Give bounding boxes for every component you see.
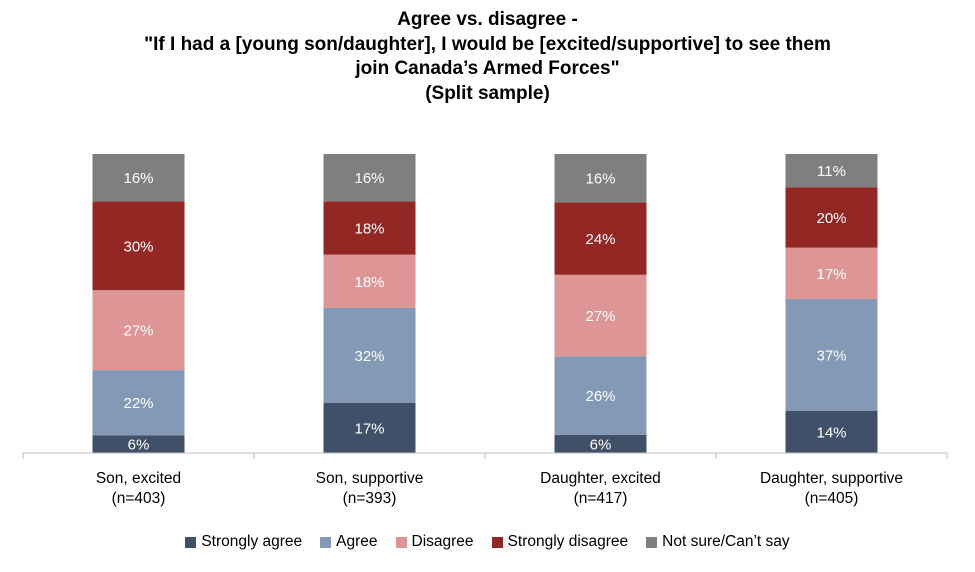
data-label-son-supportive-strongly-agree: 17% — [354, 420, 384, 437]
bar-son-excited-strongly-disagree — [92, 201, 185, 291]
data-label-daughter-excited-strongly-agree: 6% — [590, 436, 612, 453]
data-label-son-supportive-strongly-disagree: 18% — [354, 221, 384, 238]
bar-daughter-supportive-not-sure-can-t-say — [785, 154, 878, 188]
data-label-son-excited-agree: 22% — [123, 395, 153, 412]
legend-label-strongly-agree: Strongly agree — [201, 533, 303, 550]
bar-son-supportive-not-sure-can-t-say — [323, 154, 416, 202]
legend-item-strongly-agree: Strongly agree — [185, 533, 302, 551]
title-line-2: "If I had a [young son/daughter], I woul… — [144, 33, 831, 55]
bar-son-excited-not-sure-can-t-say — [92, 154, 185, 202]
bar-daughter-supportive-disagree — [785, 247, 878, 299]
data-label-daughter-excited-not-sure-can-t-say: 16% — [585, 171, 615, 188]
data-label-daughter-supportive-disagree: 17% — [816, 266, 846, 283]
legend-item-agree: Agree — [320, 533, 378, 551]
data-label-son-supportive-not-sure-can-t-say: 16% — [354, 170, 384, 187]
category-n-daughter-excited: (n=417) — [574, 490, 628, 507]
data-label-son-supportive-agree: 32% — [354, 348, 384, 365]
title-line-4: (Split sample) — [425, 82, 550, 104]
bar-son-supportive-strongly-agree — [323, 402, 416, 453]
legend-label-strongly-disagree: Strongly disagree — [507, 533, 629, 550]
chart-legend: Strongly agree Agree Disagree Strongly d… — [0, 533, 975, 551]
bar-son-supportive-disagree — [323, 254, 416, 308]
data-label-son-supportive-disagree: 18% — [354, 274, 384, 291]
bar-son-excited-strongly-agree — [92, 435, 185, 453]
bar-daughter-supportive-strongly-disagree — [785, 187, 878, 248]
chart-title: Agree vs. disagree - "If I had a [young … — [0, 8, 975, 106]
legend-item-strongly-disagree: Strongly disagree — [491, 533, 629, 551]
bar-daughter-excited-not-sure-can-t-say — [554, 154, 647, 203]
legend-label-not-sure: Not sure/Can’t say — [662, 533, 790, 550]
data-label-daughter-excited-disagree: 27% — [585, 308, 615, 325]
data-label-daughter-excited-agree: 26% — [585, 388, 615, 405]
title-line-1: Agree vs. disagree - — [397, 9, 578, 30]
bar-daughter-excited-strongly-agree — [554, 434, 647, 453]
bar-daughter-supportive-agree — [785, 298, 878, 411]
bar-daughter-excited-strongly-disagree — [554, 202, 647, 275]
data-label-son-excited-disagree: 27% — [123, 323, 153, 340]
data-label-daughter-supportive-strongly-disagree: 20% — [816, 210, 846, 227]
legend-swatch-agree — [320, 536, 332, 548]
legend-swatch-not-sure — [646, 536, 658, 548]
category-label-daughter-excited: Daughter, excited — [540, 470, 661, 487]
bar-daughter-excited-disagree — [554, 274, 647, 357]
category-label-son-supportive: Son, supportive — [316, 470, 424, 487]
legend-label-disagree: Disagree — [411, 533, 474, 550]
category-label-son-excited: Son, excited — [96, 470, 181, 487]
legend-label-agree: Agree — [336, 533, 378, 550]
data-label-daughter-excited-strongly-disagree: 24% — [585, 231, 615, 248]
bar-son-excited-agree — [92, 370, 185, 436]
data-label-daughter-supportive-strongly-agree: 14% — [816, 424, 846, 441]
legend-item-not-sure: Not sure/Can’t say — [646, 533, 790, 551]
category-n-son-excited: (n=403) — [112, 490, 166, 507]
bar-daughter-supportive-strongly-agree — [785, 410, 878, 453]
bar-son-excited-disagree — [92, 290, 185, 371]
category-n-daughter-supportive: (n=405) — [805, 490, 859, 507]
legend-item-disagree: Disagree — [395, 533, 474, 551]
bar-daughter-excited-agree — [554, 356, 647, 435]
title-line-3: join Canada’s Armed Forces" — [355, 58, 620, 79]
data-label-daughter-supportive-not-sure-can-t-say: 11% — [817, 163, 846, 180]
category-n-son-supportive: (n=393) — [343, 490, 397, 507]
data-label-son-excited-not-sure-can-t-say: 16% — [123, 170, 153, 187]
data-label-daughter-supportive-agree: 37% — [816, 347, 846, 364]
bar-son-supportive-strongly-disagree — [323, 201, 416, 255]
legend-swatch-disagree — [395, 536, 407, 548]
data-label-son-excited-strongly-agree: 6% — [128, 437, 150, 454]
data-label-son-excited-strongly-disagree: 30% — [123, 238, 153, 255]
legend-swatch-strongly-agree — [185, 536, 197, 548]
bar-son-supportive-agree — [323, 307, 416, 403]
legend-swatch-strongly-disagree — [491, 536, 503, 548]
category-label-daughter-supportive: Daughter, supportive — [760, 470, 903, 487]
